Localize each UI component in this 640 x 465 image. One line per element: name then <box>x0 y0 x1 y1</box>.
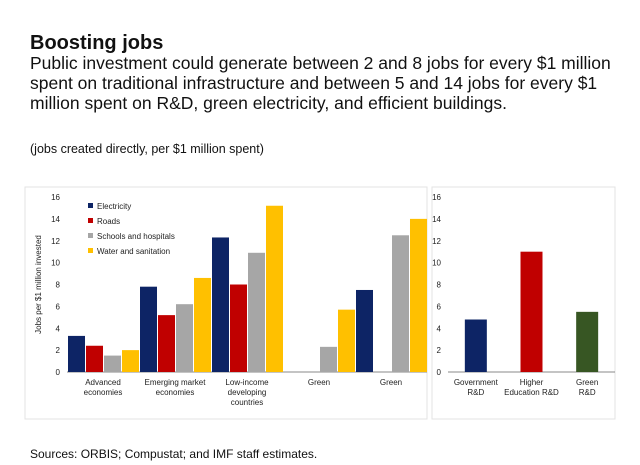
bar-schools-and-hospitals <box>248 252 265 372</box>
x-tick-label: Green <box>380 378 402 387</box>
bar-schools-and-hospitals <box>392 235 409 372</box>
y-tick-label: 4 <box>437 324 442 333</box>
x-tick-label: Advanced <box>85 378 121 387</box>
x-tick-label: Emerging market <box>145 378 207 387</box>
y-tick-label: 16 <box>51 193 60 202</box>
y-tick-label: 8 <box>437 281 442 290</box>
chart-subtitle: Public investment could generate between… <box>30 53 611 113</box>
y-tick-label: 14 <box>51 215 60 224</box>
y-tick-label: 2 <box>437 346 442 355</box>
y-tick-label: 6 <box>56 302 61 311</box>
x-tick-label: Green <box>308 378 330 387</box>
bar-schools-and-hospitals <box>320 346 337 372</box>
bar-electricity <box>212 237 229 372</box>
x-tick-label: Green <box>576 378 598 387</box>
y-tick-label: 6 <box>437 302 442 311</box>
bar-water-and-sanitation <box>194 277 211 372</box>
y-tick-label: 12 <box>51 237 60 246</box>
legend-label: Water and sanitation <box>97 247 170 256</box>
bar-roads <box>86 345 103 372</box>
right-panel-frame <box>431 186 616 420</box>
y-tick-label: 4 <box>56 324 61 333</box>
x-tick-label: economies <box>84 388 123 397</box>
y-tick-label: 14 <box>432 215 441 224</box>
x-tick-label: developing <box>228 388 267 397</box>
bar-water-and-sanitation <box>338 309 355 372</box>
bar-water-and-sanitation <box>122 350 139 372</box>
y-tick-label: 16 <box>432 193 441 202</box>
y-tick-label: 10 <box>432 259 441 268</box>
y-tick-label: 2 <box>56 346 61 355</box>
y-tick-label: 12 <box>432 237 441 246</box>
legend-label: Electricity <box>97 202 131 211</box>
y-tick-label: 0 <box>56 368 61 377</box>
bar-electricity <box>140 286 157 372</box>
source-note: Sources: ORBIS; Compustat; and IMF staff… <box>30 447 318 461</box>
bar-electricity <box>356 289 373 372</box>
x-tick-label: countries <box>231 398 263 407</box>
legend-swatch <box>88 233 93 238</box>
bar-schools-and-hospitals <box>176 304 193 372</box>
units-note: (jobs created directly, per $1 million s… <box>30 142 264 156</box>
x-tick-label: R&D <box>579 388 596 397</box>
x-tick-label: R&D <box>467 388 484 397</box>
legend-swatch <box>88 248 93 253</box>
legend-swatch <box>88 203 93 208</box>
y-tick-label: 8 <box>56 281 61 290</box>
bar-higher-education-r-d <box>520 251 543 372</box>
y-tick-label: 0 <box>437 368 442 377</box>
x-tick-label: Education R&D <box>504 388 559 397</box>
legend-swatch <box>88 218 93 223</box>
legend-label: Schools and hospitals <box>97 232 175 241</box>
y-axis-label: Jobs per $1 million invested <box>34 235 43 334</box>
x-tick-label: Low-income <box>225 378 269 387</box>
bar-green-r-d <box>576 311 599 372</box>
bar-schools-and-hospitals <box>104 355 121 372</box>
legend-label: Roads <box>97 217 120 226</box>
bar-roads <box>158 315 175 372</box>
bar-government-r-d <box>464 319 487 372</box>
bar-electricity <box>68 335 85 372</box>
bar-water-and-sanitation <box>266 205 283 372</box>
bar-roads <box>230 284 247 372</box>
x-tick-label: economies <box>156 388 195 397</box>
chart-title: Boosting jobs <box>30 32 164 54</box>
x-tick-label: Higher <box>520 378 544 387</box>
bar-water-and-sanitation <box>410 218 427 372</box>
x-tick-label: Government <box>454 378 499 387</box>
y-tick-label: 10 <box>51 259 60 268</box>
